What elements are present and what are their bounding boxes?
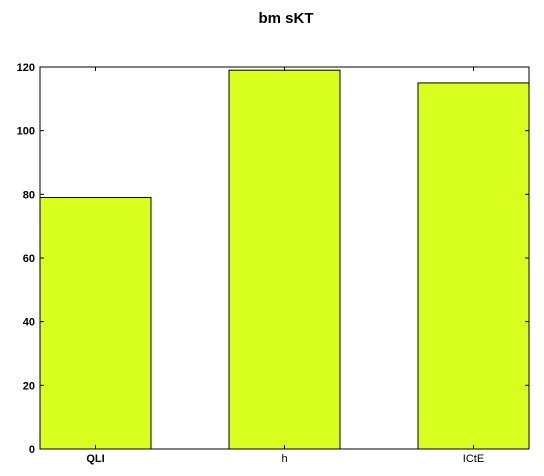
- plot-area: QLI h ICtE 0 20 40 60 80 100 120: [17, 62, 529, 465]
- y-tick-label: 120: [17, 62, 35, 74]
- bar-ICtE: [418, 83, 529, 449]
- x-tick-label: QLI: [86, 453, 104, 465]
- chart-title: bm sKT: [258, 10, 313, 27]
- y-tick-label: 20: [23, 380, 35, 392]
- bar-QLI: [40, 198, 151, 449]
- x-tick-label: ICtE: [463, 453, 484, 465]
- y-tick-label: 80: [23, 189, 35, 201]
- y-tick-label: 40: [23, 317, 35, 329]
- x-tick-label: h: [281, 453, 287, 465]
- y-tick-label: 100: [17, 126, 35, 138]
- y-tick-label: 0: [29, 444, 35, 456]
- bar-h: [229, 70, 340, 449]
- y-tick-label: 60: [23, 253, 35, 265]
